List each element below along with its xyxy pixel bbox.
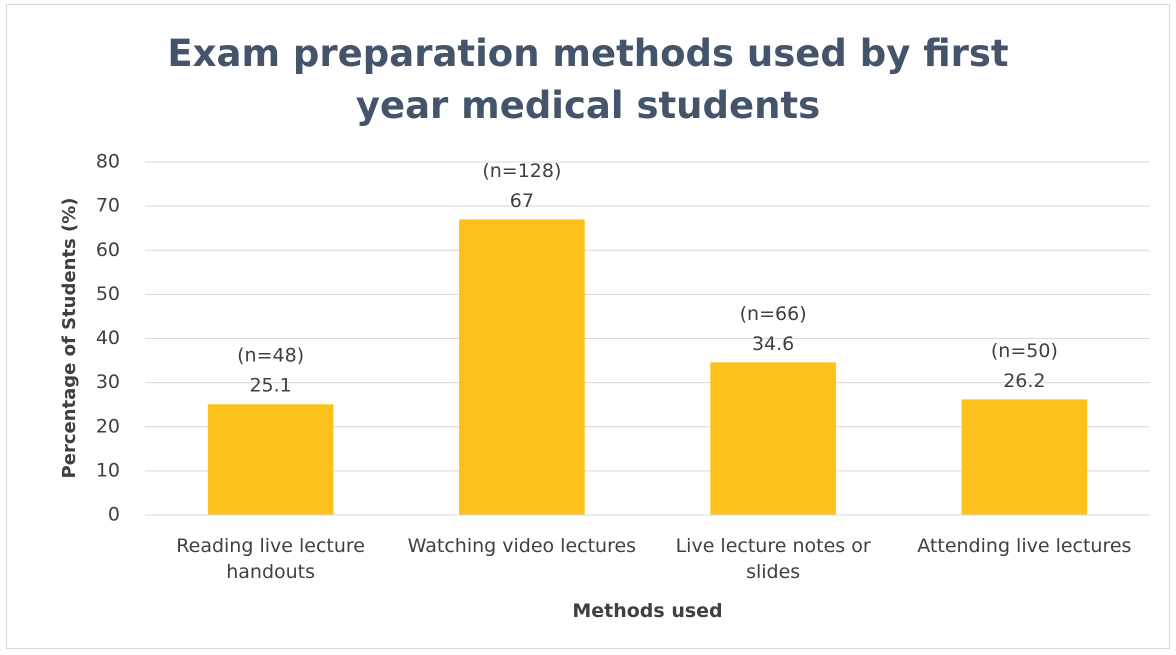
x-tick-label: Live lecture notes or slides: [675, 535, 871, 583]
x-tick-label: Reading live lecture handouts: [176, 535, 365, 583]
annotation: (n=48): [237, 345, 304, 367]
bar: [207, 404, 334, 515]
value-label: 34.6: [752, 333, 794, 355]
y-tick-label: 10: [96, 459, 120, 481]
value-label: 67: [510, 190, 534, 212]
bar: [459, 219, 585, 516]
y-tick-label: 0: [108, 504, 120, 526]
annotation: (n=66): [740, 303, 807, 325]
annotation: (n=128): [482, 160, 561, 182]
y-tick-label: 80: [96, 151, 120, 173]
y-tick-label: 20: [96, 415, 120, 437]
value-label: 26.2: [1003, 370, 1045, 392]
y-axis-label: Percentage of Students (%): [59, 198, 80, 479]
y-tick-label: 40: [96, 327, 120, 349]
y-tick-label: 50: [96, 283, 120, 305]
x-tick-label: Watching video lectures: [407, 535, 637, 557]
y-tick-label: 70: [96, 195, 120, 217]
y-tick-label: 60: [96, 239, 120, 261]
x-axis-label: Methods used: [572, 600, 723, 622]
bar: [961, 399, 1088, 515]
x-tick-label: Attending live lectures: [917, 535, 1132, 557]
chart-title: Exam preparation methods used by first y…: [167, 32, 1009, 127]
y-tick-label: 30: [96, 371, 120, 393]
frame: [6, 4, 1170, 649]
bar: [710, 362, 836, 515]
annotation: (n=50): [991, 340, 1058, 362]
value-label: 25.1: [249, 375, 291, 397]
